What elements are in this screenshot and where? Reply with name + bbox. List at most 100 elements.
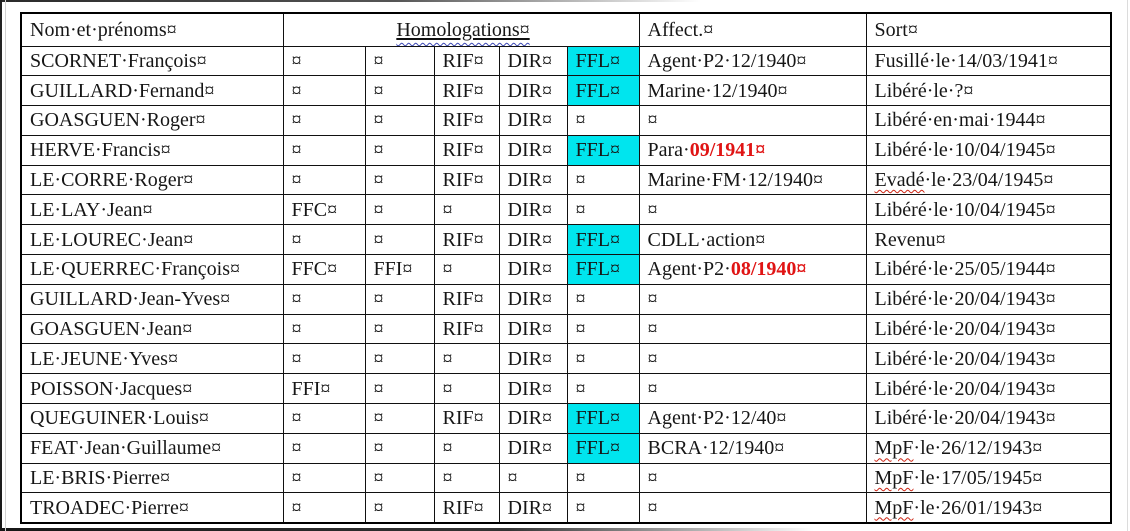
homologation-cell[interactable]: FFI¤ bbox=[364, 254, 435, 285]
sort-cell[interactable]: Libéré·le·?¤ bbox=[865, 75, 1112, 107]
homologation-cell[interactable]: ¤ bbox=[566, 194, 640, 226]
homologation-cell[interactable]: ¤ bbox=[364, 75, 435, 107]
homologation-cell[interactable]: ¤ bbox=[433, 194, 500, 226]
name-cell[interactable]: GOASGUEN·Roger¤ bbox=[20, 105, 284, 136]
homologation-cell[interactable]: ¤ bbox=[282, 283, 366, 315]
homologation-cell[interactable]: ¤ bbox=[433, 343, 500, 375]
homologation-cell[interactable]: ¤ bbox=[364, 492, 435, 524]
homologation-cell[interactable]: DIR¤ bbox=[498, 492, 568, 524]
name-cell[interactable]: POISSON·Jacques¤ bbox=[20, 373, 284, 405]
homologation-cell[interactable]: ¤ bbox=[282, 492, 366, 524]
homologation-cell[interactable]: ¤ bbox=[566, 373, 640, 405]
sort-cell[interactable]: Libéré·le·10/04/1945¤ bbox=[865, 134, 1112, 166]
sort-cell[interactable]: Evadé·le·23/04/1945¤ bbox=[865, 164, 1112, 196]
sort-cell[interactable]: Libéré·le·25/05/1944¤ bbox=[865, 254, 1112, 285]
affect-cell[interactable]: Para·09/1941¤ bbox=[638, 134, 867, 166]
homologation-cell[interactable]: ¤ bbox=[282, 432, 366, 464]
homologation-cell[interactable]: RIF¤ bbox=[433, 283, 500, 315]
homologation-cell[interactable]: DIR¤ bbox=[498, 75, 568, 107]
affect-cell[interactable]: BCRA·12/1940¤ bbox=[638, 432, 867, 464]
homologation-cell[interactable]: DIR¤ bbox=[498, 283, 568, 315]
name-cell[interactable]: QUEGUINER·Louis¤ bbox=[20, 403, 284, 434]
homologation-cell[interactable]: ¤ bbox=[364, 164, 435, 196]
homologation-cell[interactable]: DIR¤ bbox=[498, 373, 568, 405]
sort-cell[interactable]: Libéré·le·20/04/1943¤ bbox=[865, 283, 1112, 315]
affect-cell[interactable]: ¤ bbox=[638, 373, 867, 405]
homologation-cell-highlighted[interactable]: FFL¤ bbox=[566, 224, 640, 256]
homologation-cell[interactable]: ¤ bbox=[364, 403, 435, 434]
homologation-cell-highlighted[interactable]: FFL¤ bbox=[566, 134, 640, 166]
homologation-cell[interactable]: FFC¤ bbox=[282, 194, 366, 226]
header-nom-et-prenoms[interactable]: Nom·et·prénoms¤ bbox=[20, 12, 284, 47]
homologation-cell-highlighted[interactable]: FFL¤ bbox=[566, 45, 640, 77]
affect-cell[interactable]: ¤ bbox=[638, 462, 867, 494]
homologation-cell[interactable]: ¤ bbox=[282, 164, 366, 196]
name-cell[interactable]: HERVE·Francis¤ bbox=[20, 134, 284, 166]
homologation-cell[interactable]: DIR¤ bbox=[498, 164, 568, 196]
homologation-cell[interactable]: ¤ bbox=[282, 462, 366, 494]
homologation-cell[interactable]: ¤ bbox=[364, 343, 435, 375]
homologation-cell[interactable]: ¤ bbox=[364, 105, 435, 136]
name-cell[interactable]: SCORNET·François¤ bbox=[20, 45, 284, 77]
homologation-cell[interactable]: ¤ bbox=[282, 75, 366, 107]
affect-cell[interactable]: Marine·FM·12/1940¤ bbox=[638, 164, 867, 196]
homologation-cell-highlighted[interactable]: FFL¤ bbox=[566, 403, 640, 434]
sort-cell[interactable]: Libéré·le·20/04/1943¤ bbox=[865, 403, 1112, 434]
affect-cell[interactable]: ¤ bbox=[638, 343, 867, 375]
homologation-cell[interactable]: ¤ bbox=[364, 373, 435, 405]
name-cell[interactable]: LE·LAY·Jean¤ bbox=[20, 194, 284, 226]
homologation-cell[interactable]: RIF¤ bbox=[433, 45, 500, 77]
homologation-cell[interactable]: ¤ bbox=[364, 283, 435, 315]
name-cell[interactable]: GUILLARD·Jean-Yves¤ bbox=[20, 283, 284, 315]
homologation-cell[interactable]: FFC¤ bbox=[282, 254, 366, 285]
homologation-cell[interactable]: DIR¤ bbox=[498, 403, 568, 434]
homologation-cell[interactable]: ¤ bbox=[282, 403, 366, 434]
homologation-cell[interactable]: ¤ bbox=[364, 313, 435, 345]
affect-cell[interactable]: ¤ bbox=[638, 105, 867, 136]
homologation-cell[interactable]: FFI¤ bbox=[282, 373, 366, 405]
sort-cell[interactable]: Libéré·en·mai·1944¤ bbox=[865, 105, 1112, 136]
homologation-cell[interactable]: ¤ bbox=[282, 134, 366, 166]
name-cell[interactable]: LE·CORRE·Roger¤ bbox=[20, 164, 284, 196]
homologation-cell[interactable]: ¤ bbox=[282, 343, 366, 375]
homologation-cell[interactable]: ¤ bbox=[566, 492, 640, 524]
homologation-cell[interactable]: ¤ bbox=[282, 105, 366, 136]
homologation-cell[interactable]: ¤ bbox=[433, 254, 500, 285]
sort-cell[interactable]: Libéré·le·20/04/1943¤ bbox=[865, 343, 1112, 375]
homologation-cell[interactable]: ¤ bbox=[364, 462, 435, 494]
homologation-cell[interactable]: ¤ bbox=[364, 224, 435, 256]
homologation-cell[interactable]: RIF¤ bbox=[433, 403, 500, 434]
homologation-cell[interactable]: ¤ bbox=[566, 343, 640, 375]
homologation-cell[interactable]: RIF¤ bbox=[433, 313, 500, 345]
homologation-cell[interactable]: ¤ bbox=[433, 462, 500, 494]
header-sort[interactable]: Sort¤ bbox=[865, 12, 1112, 47]
name-cell[interactable]: LE·QUERREC·François¤ bbox=[20, 254, 284, 285]
homologation-cell-highlighted[interactable]: FFL¤ bbox=[566, 432, 640, 464]
homologation-cell[interactable]: ¤ bbox=[566, 283, 640, 315]
homologation-cell[interactable]: RIF¤ bbox=[433, 105, 500, 136]
affect-cell[interactable]: Agent·P2·08/1940¤ bbox=[638, 254, 867, 285]
homologation-cell[interactable]: RIF¤ bbox=[433, 164, 500, 196]
affect-cell[interactable]: ¤ bbox=[638, 492, 867, 524]
homologation-cell[interactable]: RIF¤ bbox=[433, 75, 500, 107]
homologation-cell[interactable]: ¤ bbox=[364, 432, 435, 464]
homologation-cell[interactable]: ¤ bbox=[364, 194, 435, 226]
sort-cell[interactable]: Libéré·le·20/04/1943¤ bbox=[865, 313, 1112, 345]
affect-cell[interactable]: ¤ bbox=[638, 194, 867, 226]
homologation-cell[interactable]: RIF¤ bbox=[433, 134, 500, 166]
homologation-cell[interactable]: DIR¤ bbox=[498, 313, 568, 345]
homologation-cell[interactable]: ¤ bbox=[282, 313, 366, 345]
homologation-cell[interactable]: RIF¤ bbox=[433, 224, 500, 256]
homologation-cell[interactable]: ¤ bbox=[433, 432, 500, 464]
sort-cell[interactable]: Fusillé·le·14/03/1941¤ bbox=[865, 45, 1112, 77]
homologation-cell[interactable]: ¤ bbox=[566, 462, 640, 494]
homologation-cell[interactable]: ¤ bbox=[566, 313, 640, 345]
name-cell[interactable]: LE·LOUREC·Jean¤ bbox=[20, 224, 284, 256]
affect-cell[interactable]: Marine·12/1940¤ bbox=[638, 75, 867, 107]
affect-cell[interactable]: ¤ bbox=[638, 283, 867, 315]
sort-cell[interactable]: MpF·le·17/05/1945¤ bbox=[865, 462, 1112, 494]
homologation-cell[interactable]: DIR¤ bbox=[498, 224, 568, 256]
homologation-cell[interactable]: ¤ bbox=[498, 462, 568, 494]
homologation-cell[interactable]: DIR¤ bbox=[498, 432, 568, 464]
name-cell[interactable]: GOASGUEN·Jean¤ bbox=[20, 313, 284, 345]
